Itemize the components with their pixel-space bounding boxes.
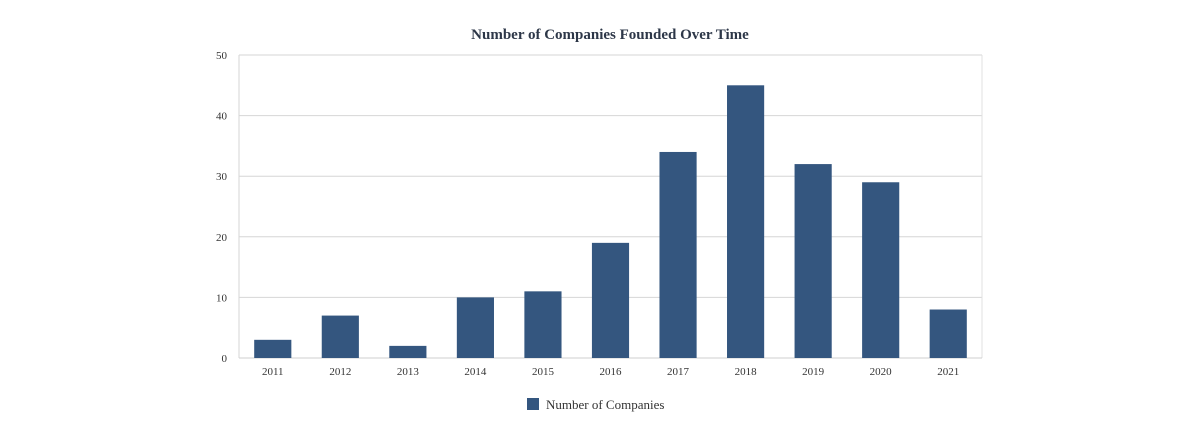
y-tick-label: 0	[222, 353, 228, 365]
bar-2019	[794, 164, 832, 358]
x-axis: 2011 2012 2013 2014 2015 2016 2017 2018 2019 2020…	[262, 366, 959, 378]
x-tick-label: 2018	[735, 366, 758, 378]
x-tick-label: 2019	[802, 366, 825, 378]
y-tick-label: 50	[216, 50, 228, 62]
x-tick-label: 2015	[532, 366, 555, 378]
legend: Number of Companies	[527, 397, 664, 412]
legend-label: Number of Companies	[546, 397, 664, 412]
x-tick-label: 2016	[600, 366, 623, 378]
bar-2015	[524, 291, 562, 358]
bar-2013	[389, 345, 427, 358]
bar-2014	[456, 297, 494, 358]
bar-2017	[659, 151, 697, 358]
y-tick-label: 10	[216, 292, 228, 304]
bar-2021	[929, 309, 967, 358]
y-axis: 0 10 20 30 40 50	[216, 50, 228, 365]
x-tick-label: 2014	[464, 366, 487, 378]
bar-2018	[727, 85, 765, 359]
bar-2020	[862, 182, 900, 358]
y-tick-label: 40	[216, 111, 228, 123]
bars	[254, 85, 967, 359]
x-tick-label: 2020	[870, 366, 893, 378]
legend-swatch	[527, 398, 539, 410]
x-tick-label: 2013	[397, 366, 420, 378]
bar-2016	[591, 242, 630, 358]
x-tick-label: 2017	[667, 366, 690, 378]
x-tick-label: 2021	[937, 366, 959, 378]
chart-title: Number of Companies Founded Over Time	[471, 27, 749, 43]
bar-2012	[321, 315, 359, 358]
x-tick-label: 2012	[329, 366, 351, 378]
gridlines	[239, 54, 982, 298]
y-tick-label: 30	[216, 171, 228, 183]
x-tick-label: 2011	[262, 366, 284, 378]
y-tick-label: 20	[216, 232, 228, 244]
bar-2011	[254, 339, 292, 358]
